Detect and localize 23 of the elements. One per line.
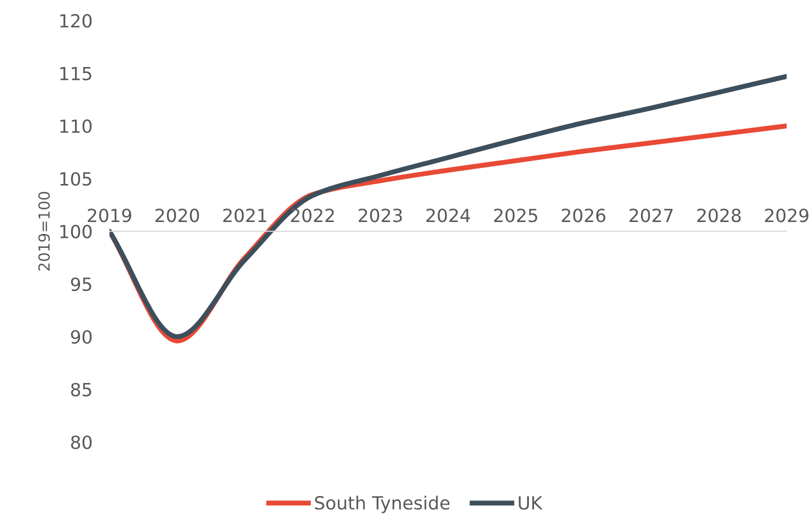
legend-label: South Tyneside bbox=[315, 496, 450, 514]
x-tick-label: 2029 bbox=[765, 208, 808, 222]
x-tick-label: 2027 bbox=[630, 208, 673, 222]
y-tick-label: 115 bbox=[60, 66, 92, 80]
y-tick-label: 120 bbox=[60, 14, 92, 28]
x-tick-label: 2021 bbox=[223, 208, 266, 222]
x-tick-label: 2023 bbox=[358, 208, 402, 222]
x-tick-label: 2022 bbox=[290, 208, 334, 222]
y-tick-label: 100 bbox=[60, 224, 92, 238]
x-tick-label: 2026 bbox=[562, 208, 606, 222]
y-axis-title: 2019=100 bbox=[38, 192, 50, 271]
y-tick-label: 85 bbox=[71, 382, 92, 396]
x-tick-label: 2028 bbox=[697, 208, 741, 222]
x-tick-label: 2025 bbox=[494, 208, 538, 222]
y-tick-label: 105 bbox=[60, 172, 92, 186]
y-tick-label: 110 bbox=[60, 119, 92, 134]
y-tick-label: 90 bbox=[70, 330, 92, 344]
legend-label: UK bbox=[518, 496, 543, 510]
x-tick-label: 2019 bbox=[88, 208, 132, 222]
x-tick-label: 2024 bbox=[426, 208, 470, 222]
y-tick-label: 95 bbox=[70, 277, 92, 292]
y-tick-label: 80 bbox=[71, 436, 92, 450]
x-tick-label: 2020 bbox=[156, 208, 199, 222]
